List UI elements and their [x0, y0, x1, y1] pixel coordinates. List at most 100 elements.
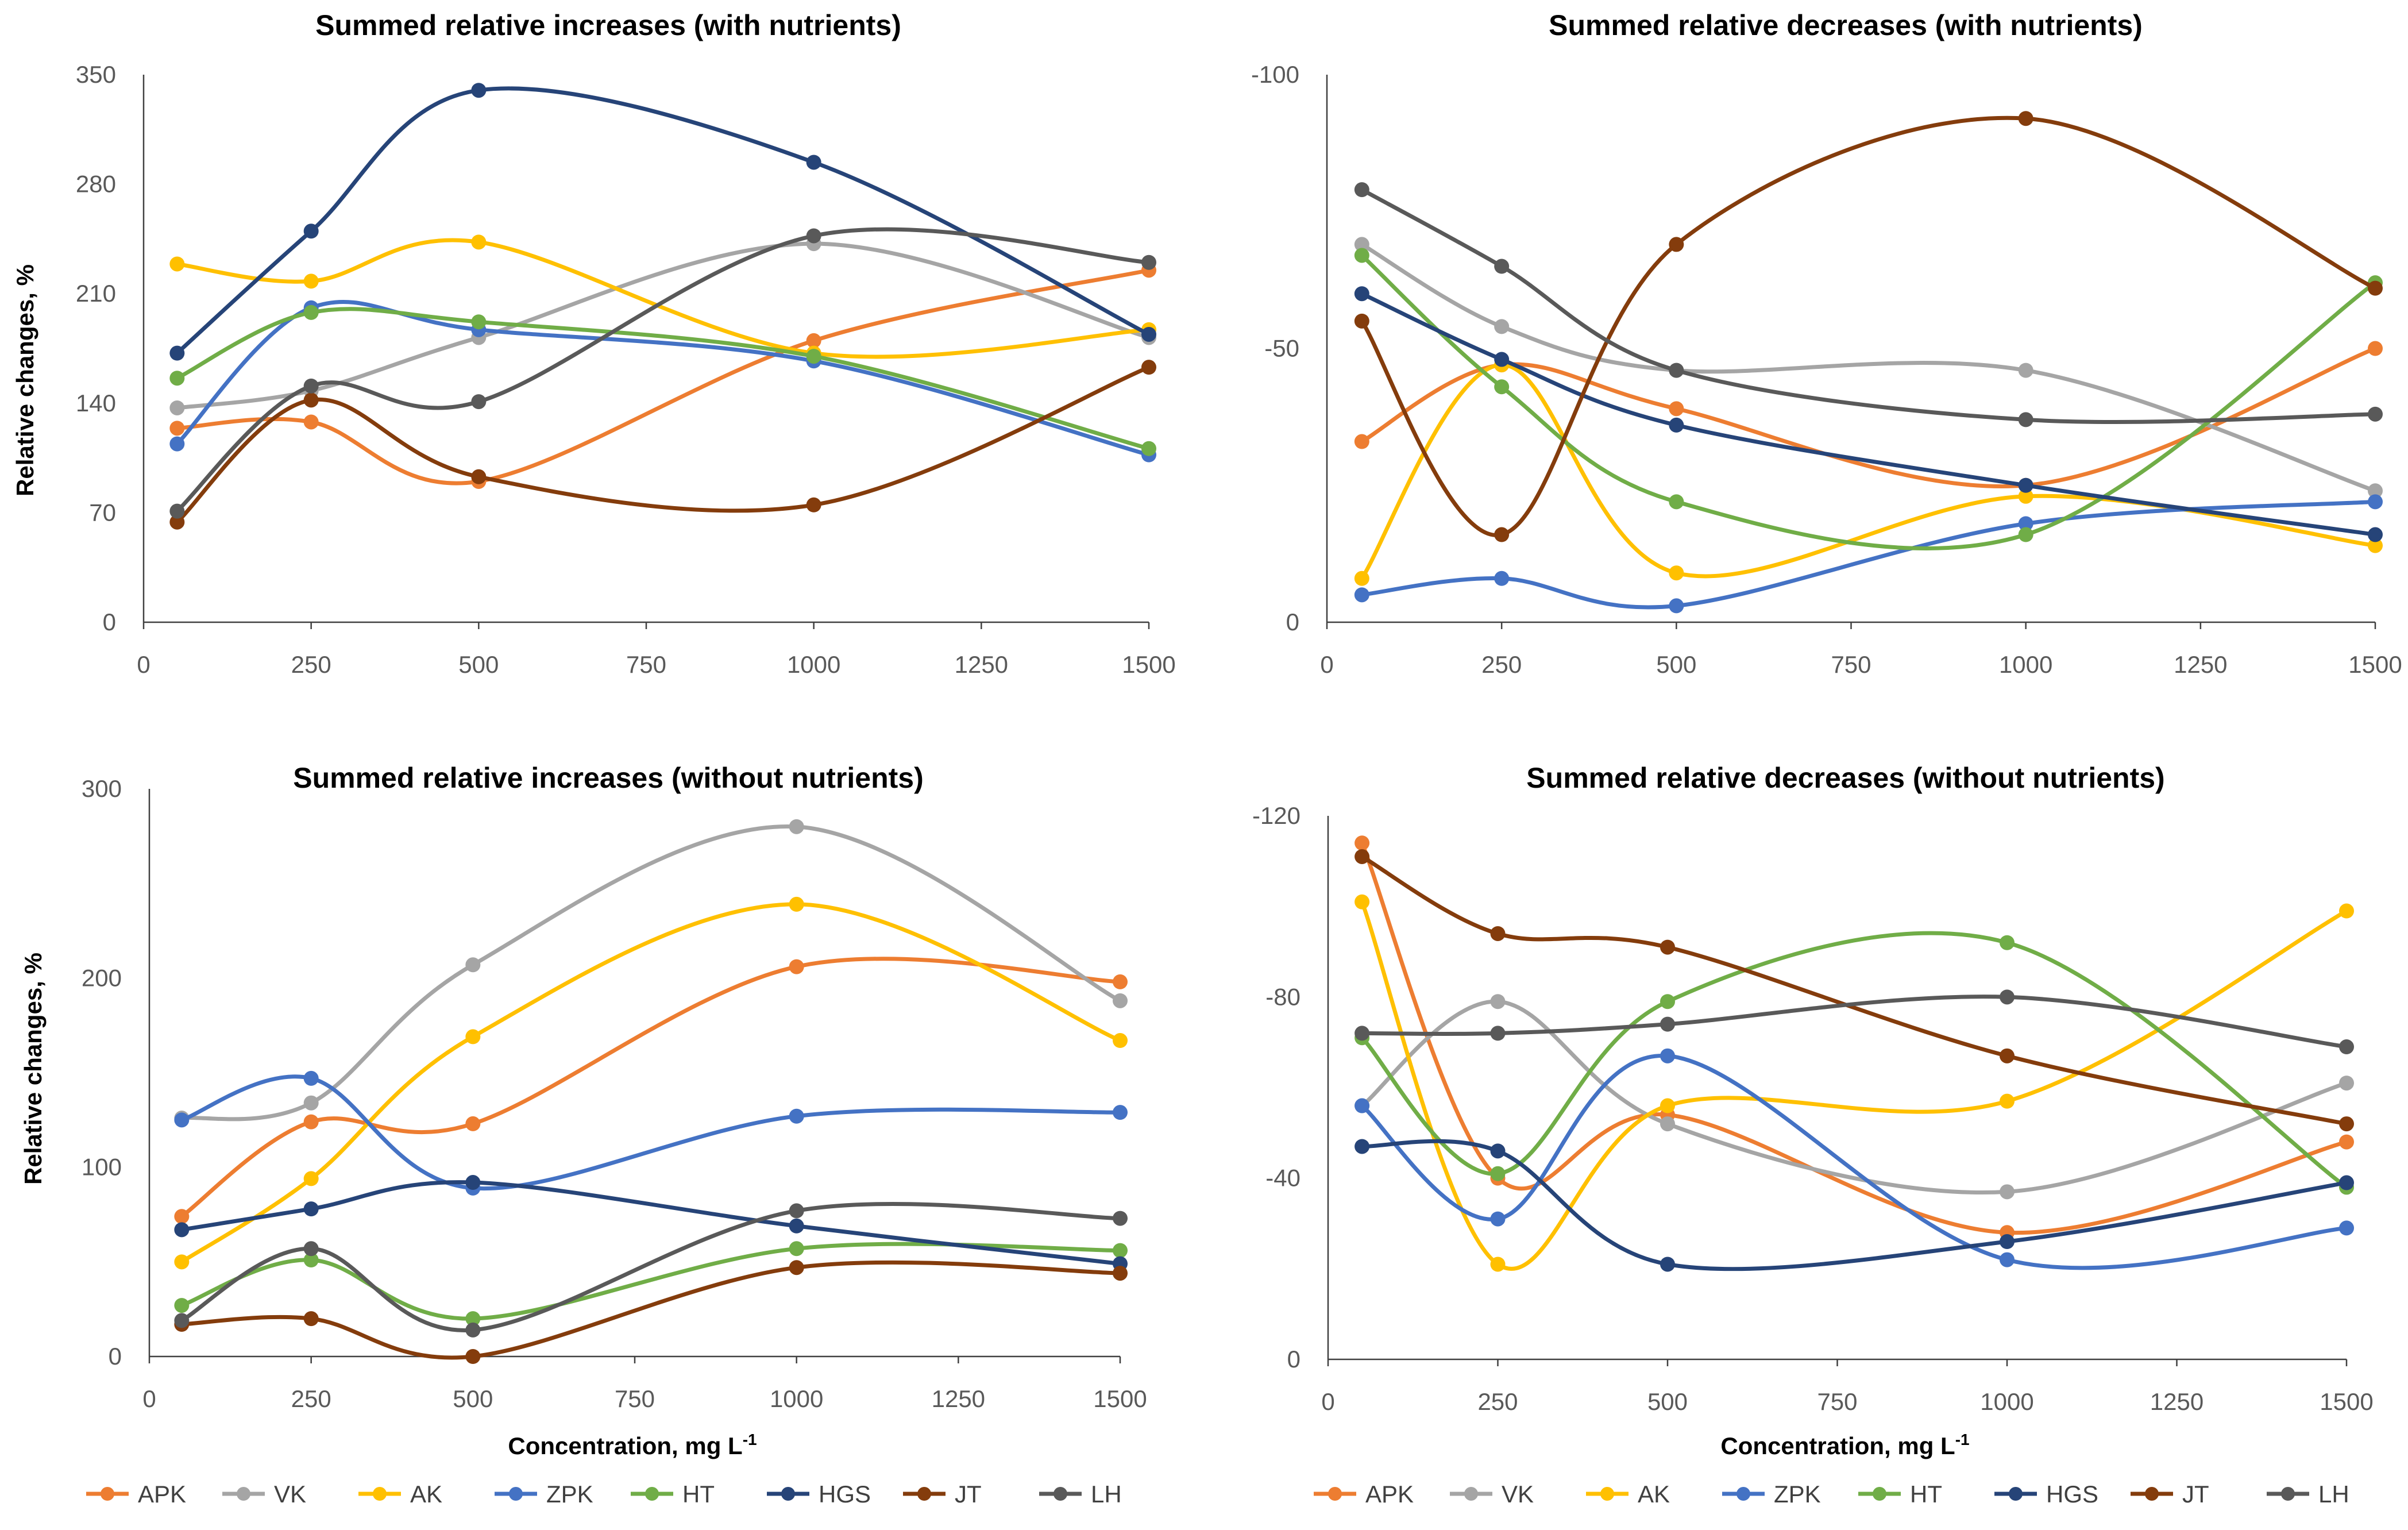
y-tick-label: 200 — [82, 964, 122, 991]
series-line-lh — [1362, 995, 2347, 1049]
data-point-ht — [2018, 527, 2033, 542]
legend-item-lh: LH — [1039, 1481, 1122, 1508]
plot-area: 0 -50 -100 0 250 500 750 1000 1250 1500 — [1251, 61, 2402, 678]
data-point-lh — [169, 503, 185, 519]
data-point-vk — [2339, 1076, 2354, 1091]
x-tick-label: 1250 — [932, 1385, 985, 1412]
x-tick-label: 0 — [1320, 651, 1333, 678]
data-point-hgs — [303, 223, 319, 239]
data-point-apk — [303, 414, 319, 430]
x-tick-label: 1250 — [2174, 651, 2227, 678]
y-tick-label: 0 — [103, 608, 116, 635]
data-point-ht — [1660, 994, 1675, 1009]
data-point-jt — [1113, 1266, 1128, 1281]
data-point-apk — [1669, 401, 1684, 417]
data-point-apk — [1354, 434, 1369, 449]
x-axis-label: Concentration, mg L-1 — [1720, 1431, 1969, 1459]
series-line-hgs — [1361, 292, 2376, 537]
data-point-zpk — [2368, 494, 2383, 510]
series-line-vk — [181, 824, 1121, 1122]
x-tick-label: 500 — [458, 651, 499, 678]
legend-marker — [645, 1487, 659, 1501]
data-point-apk — [806, 333, 821, 348]
series-line-vk — [1360, 999, 2348, 1195]
data-point-lh — [1141, 255, 1156, 270]
data-point-hgs — [1494, 352, 1510, 367]
legend-label: APK — [1365, 1481, 1414, 1508]
data-point-ht — [303, 1252, 319, 1268]
legend-marker — [101, 1487, 114, 1501]
data-point-zpk — [1354, 1098, 1370, 1113]
data-point-hgs — [2000, 1234, 2015, 1250]
legend-marker — [1464, 1487, 1478, 1501]
data-point-lh — [1354, 182, 1369, 198]
data-point-hgs — [789, 1218, 804, 1234]
series-line-jt — [1361, 854, 2347, 1126]
data-point-lh — [2368, 406, 2383, 422]
data-point-vk — [789, 819, 804, 834]
data-point-lh — [465, 1322, 481, 1338]
data-point-ak — [1660, 1098, 1675, 1113]
data-point-ht — [169, 371, 185, 386]
data-point-ak — [471, 234, 487, 250]
data-point-zpk — [1490, 1211, 1506, 1227]
data-point-vk — [1113, 993, 1128, 1008]
data-point-jt — [303, 392, 319, 408]
data-point-zpk — [2000, 1252, 2015, 1267]
legend-label: HT — [1910, 1481, 1942, 1508]
legend-marker — [1328, 1487, 1342, 1501]
y-tick-label: 70 — [89, 499, 116, 526]
data-point-lh — [1660, 1016, 1675, 1032]
y-tick-label: 100 — [82, 1154, 122, 1181]
data-point-zpk — [169, 436, 185, 452]
data-point-vk — [1354, 237, 1369, 252]
data-point-apk — [1113, 974, 1128, 989]
data-point-vk — [2368, 483, 2383, 499]
series-line-hgs — [181, 1180, 1121, 1266]
legend-marker — [1873, 1487, 1886, 1501]
data-point-vk — [1490, 994, 1506, 1009]
data-point-ht — [303, 305, 319, 320]
legend-marker — [373, 1487, 387, 1501]
data-point-apk — [174, 1209, 190, 1224]
legend-label: HT — [682, 1481, 715, 1508]
legend-item-zpk: ZPK — [495, 1481, 593, 1508]
data-point-ht — [1494, 379, 1510, 395]
legend-item-apk: APK — [1314, 1481, 1414, 1508]
data-point-ak — [1354, 571, 1369, 586]
data-point-ht — [1669, 494, 1684, 510]
data-point-apk — [465, 1116, 481, 1131]
legend-item-jt: JT — [903, 1481, 982, 1508]
legend-item-vk: VK — [222, 1481, 306, 1508]
data-point-jt — [2000, 1048, 2015, 1063]
data-point-jt — [789, 1260, 804, 1275]
data-point-hgs — [2368, 527, 2383, 542]
series-line-ak — [180, 902, 1121, 1264]
data-point-ak — [465, 1029, 481, 1045]
x-tick-label: 250 — [1481, 651, 1522, 678]
data-point-zpk — [1354, 587, 1369, 603]
legend-item-ak: AK — [1586, 1481, 1670, 1508]
data-point-jt — [1660, 939, 1675, 955]
data-point-jt — [169, 514, 185, 530]
data-point-lh — [2018, 412, 2033, 427]
data-point-vk — [169, 400, 185, 415]
data-point-vk — [303, 1095, 319, 1111]
data-point-lh — [2339, 1039, 2354, 1055]
chart-increases-with-nutrients: Summed relative increases (with nutrient… — [11, 9, 1176, 678]
y-tick-label: -120 — [1252, 802, 1301, 829]
data-point-jt — [1354, 313, 1369, 329]
data-point-lh — [2000, 989, 2015, 1005]
data-point-lh — [806, 228, 821, 244]
data-point-hgs — [1354, 1139, 1370, 1154]
data-point-lh — [303, 1241, 319, 1257]
data-point-hgs — [471, 83, 487, 98]
series-line-ht — [1360, 253, 2377, 551]
legend-item-jt: JT — [2131, 1481, 2209, 1508]
x-tick-label: 250 — [291, 651, 331, 678]
legend: APK VK AK ZPK HT HGS JT LH — [1314, 1481, 2349, 1508]
series-line-hgs — [1361, 1139, 2347, 1271]
legend-item-apk: APK — [86, 1481, 186, 1508]
series-line-ht — [1360, 931, 2348, 1189]
